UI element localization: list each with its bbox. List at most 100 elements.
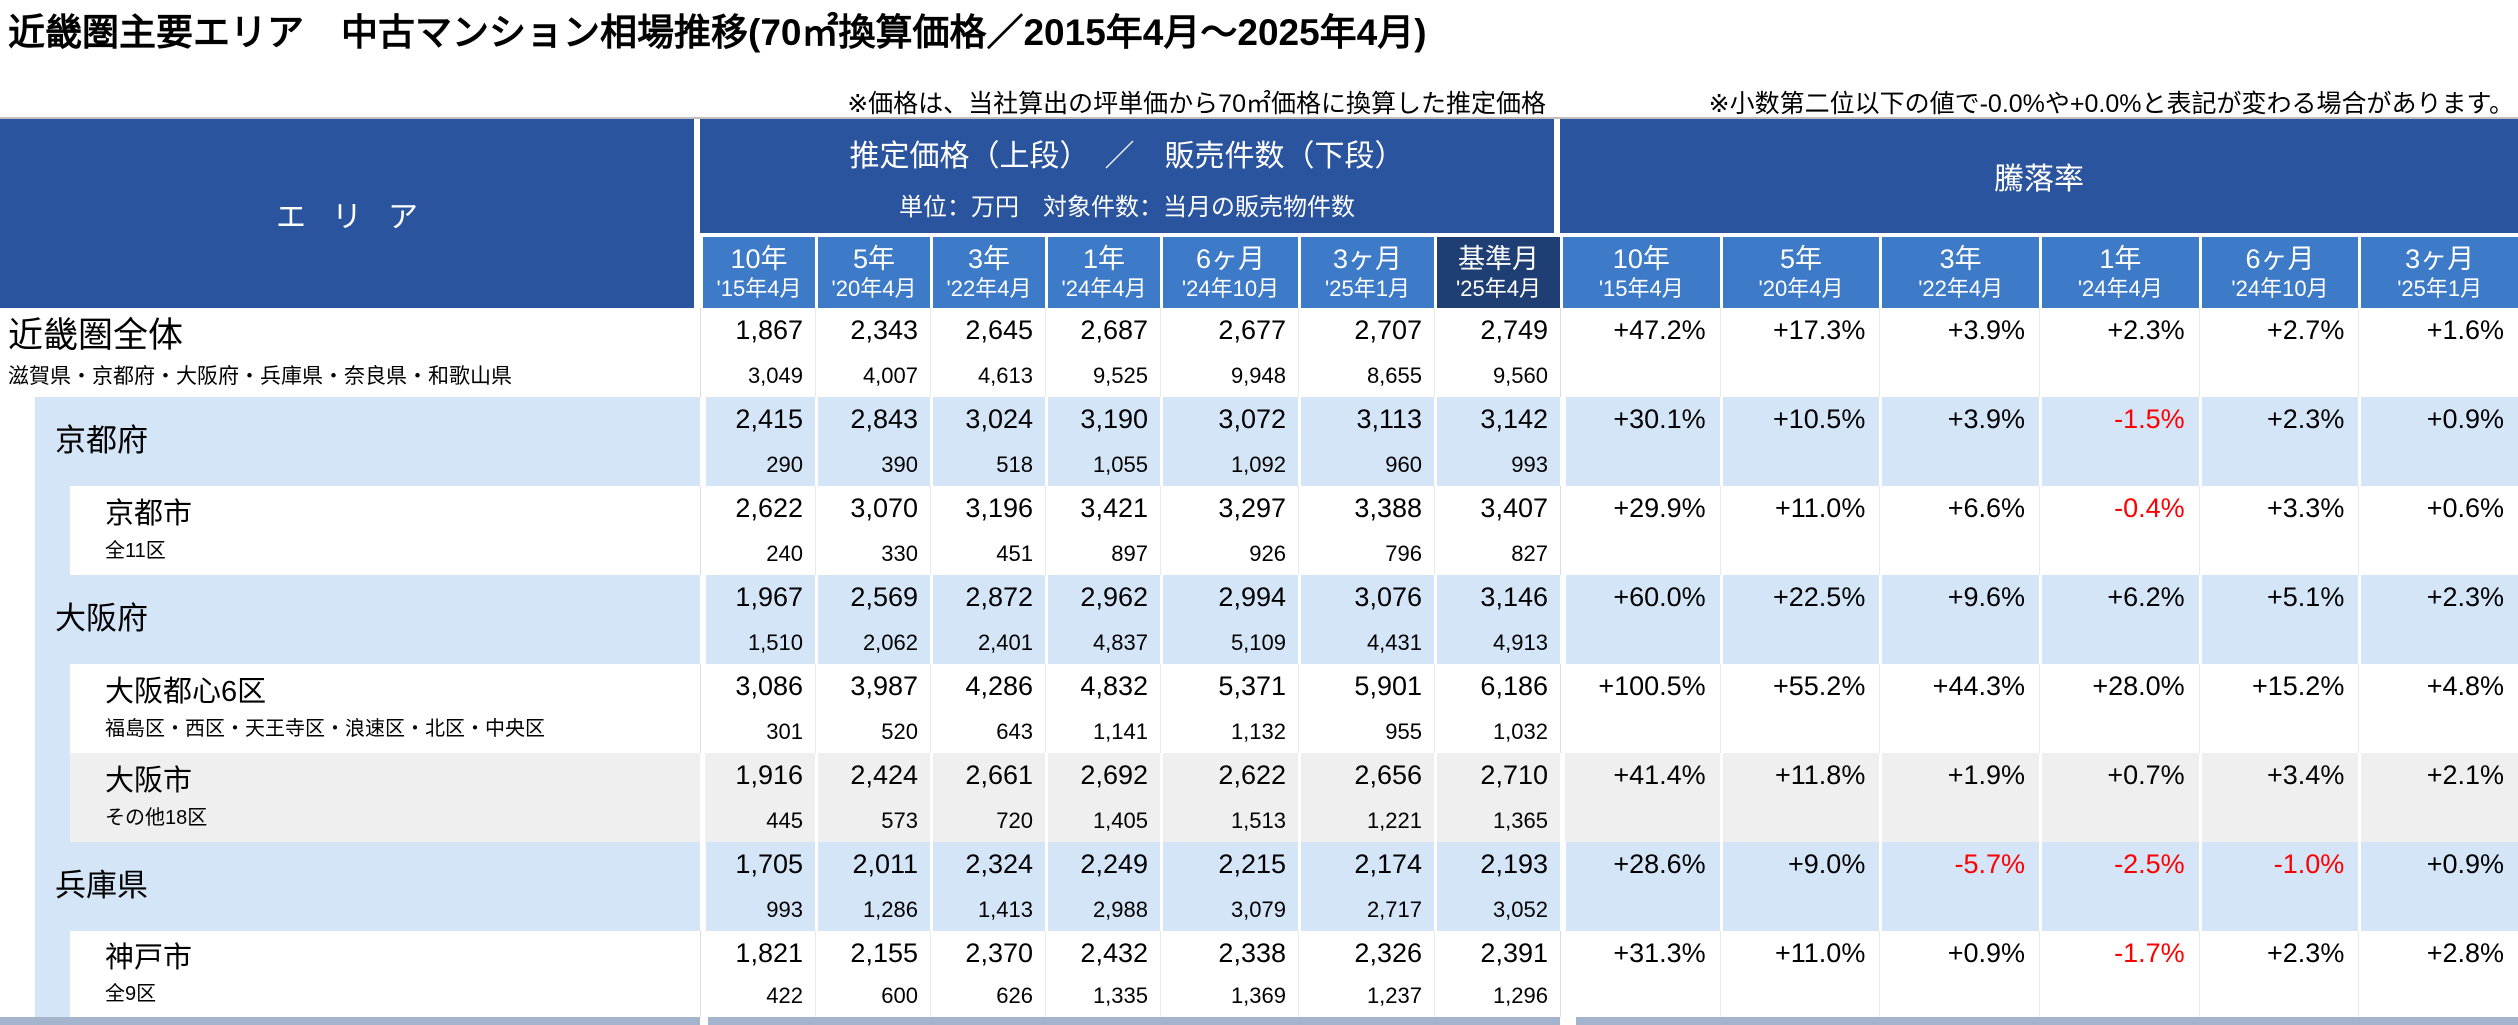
count-value: 8,655: [1366, 363, 1422, 388]
price-count-cell: 5,371 1,132: [1160, 664, 1298, 753]
cutoff-next-row-strip: [0, 1017, 2518, 1025]
count-value: 4,613: [977, 363, 1033, 388]
price-value: 2,338: [1218, 938, 1286, 968]
rate-cell: +0.9%: [1879, 931, 2039, 1017]
price-count-cell: 1,821 422: [700, 931, 815, 1017]
price-value: 3,196: [965, 493, 1033, 523]
area-label-cell: 大阪都心6区 福島区・西区・天王寺区・浪速区・北区・中央区: [70, 664, 700, 753]
col-date-label: '24年10月: [1181, 275, 1280, 301]
rate-cell: +5.1%: [2198, 575, 2359, 664]
table-row: 兵庫県 1,705 993 2,011 1,286 2,324 1,413 2,249 2,98…: [0, 842, 2518, 931]
rate-cell: +1.6%: [2358, 308, 2518, 397]
col-period-label: 5年: [1779, 243, 1822, 274]
price-count-cell: 3,388 796: [1298, 486, 1434, 575]
count-value: 422: [766, 983, 803, 1008]
count-value: 1,092: [1230, 452, 1286, 477]
rate-cell: +0.7%: [2039, 753, 2199, 842]
col-date-label: '25年1月: [1325, 275, 1410, 301]
area-name: 大阪府: [55, 601, 148, 637]
rate-cell: +2.1%: [2358, 753, 2518, 842]
price-count-cell: 2,424 573: [815, 753, 930, 842]
rate-value: +17.3%: [1773, 315, 1866, 345]
col-period-label: 10年: [730, 243, 788, 274]
rate-group-header: 騰落率: [1560, 119, 2518, 233]
price-count-cell: 3,070 330: [815, 486, 930, 575]
area-label-cell: 神戸市 全9区: [70, 931, 700, 1017]
rate-value: +6.2%: [2107, 582, 2185, 612]
rate-value: +0.7%: [2107, 760, 2185, 790]
count-value: 3,079: [1230, 897, 1286, 922]
rate-cell: +3.9%: [1879, 308, 2039, 397]
price-count-cell: 4,286 643: [930, 664, 1045, 753]
table-row: 京都市 全11区 2,622 240 3,070 330 3,196 451 3,421 897 3…: [0, 486, 2518, 575]
price-count-cell: 1,916 445: [700, 753, 815, 842]
col-date-label: '24年10月: [2231, 275, 2329, 301]
indent-strip: [0, 486, 35, 575]
price-count-cell: 2,155 600: [815, 931, 930, 1017]
page-title: 近畿圏主要エリア 中古マンション相場推移(70㎡換算価格／2015年4月～202…: [8, 12, 1427, 53]
col-period-label: 3ヶ月: [2405, 243, 2475, 274]
price-value: 2,432: [1080, 938, 1148, 968]
price-value: 3,987: [850, 671, 918, 701]
price-value: 2,707: [1354, 315, 1422, 345]
count-value: 2,401: [977, 630, 1033, 655]
col-period-label: 3ヶ月: [1332, 243, 1403, 274]
count-value: 1,286: [862, 897, 918, 922]
count-value: 290: [766, 452, 803, 477]
rate-cell: -1.5%: [2039, 397, 2199, 486]
count-value: 1,365: [1492, 808, 1548, 833]
area-sub-label: 福島区・西区・天王寺区・浪速区・北区・中央区: [105, 717, 545, 740]
rate-cell: +9.6%: [1879, 575, 2039, 664]
price-count-cell: 6,186 1,032: [1434, 664, 1560, 753]
col-date-label: '24年4月: [1061, 275, 1147, 301]
rate-cell: +2.3%: [2198, 931, 2359, 1017]
price-col-header: 1年 '24年4月: [1045, 233, 1160, 308]
price-value: 2,569: [850, 582, 918, 612]
price-value: 2,962: [1080, 582, 1148, 612]
count-value: 1,221: [1366, 808, 1422, 833]
count-value: 1,405: [1092, 808, 1148, 833]
price-count-cell: 2,326 1,237: [1298, 931, 1434, 1017]
rate-group-label: 騰落率: [1994, 163, 2084, 196]
rate-value: +0.9%: [2426, 849, 2504, 879]
area-label-cell: 京都市 全11区: [70, 486, 700, 575]
count-value: 240: [766, 541, 803, 566]
count-value: 626: [996, 983, 1033, 1008]
price-value: 2,326: [1354, 938, 1422, 968]
count-value: 1,296: [1492, 983, 1548, 1008]
price-value: 2,622: [1218, 760, 1286, 790]
rate-value: -1.7%: [2114, 938, 2185, 968]
rate-cell: +3.4%: [2198, 753, 2359, 842]
price-col-header: 基準月 '25年4月: [1434, 233, 1560, 308]
rate-col-header: 10年 '15年4月: [1560, 233, 1720, 308]
divider: [1576, 1017, 2518, 1025]
indent-strip: [35, 664, 70, 753]
price-value: 3,076: [1354, 582, 1422, 612]
rate-value: +28.0%: [2092, 671, 2185, 701]
rate-value: +9.0%: [1788, 849, 1866, 879]
area-name: 神戸市: [105, 941, 193, 974]
price-value: 3,297: [1218, 493, 1286, 523]
price-value: 3,070: [850, 493, 918, 523]
area-sub-label: その他18区: [105, 806, 208, 829]
rate-value: -5.7%: [1954, 849, 2025, 879]
price-col-header: 5年 '20年4月: [815, 233, 930, 308]
indent-strip: [0, 664, 35, 753]
count-value: 9,560: [1492, 363, 1548, 388]
area-label-cell: 大阪市その他18区: [70, 753, 700, 842]
rate-col-header: 6ヶ月 '24年10月: [2198, 233, 2359, 308]
price-value: 2,424: [850, 760, 918, 790]
price-count-cell: 2,749 9,560: [1434, 308, 1560, 397]
price-count-cell: 3,297 926: [1160, 486, 1298, 575]
price-count-cell: 5,901 955: [1298, 664, 1434, 753]
rate-value: +2.8%: [2426, 938, 2504, 968]
rate-cell: +10.5%: [1719, 397, 1880, 486]
area-name: 大阪市: [105, 765, 193, 798]
price-value: 2,710: [1480, 760, 1548, 790]
divider: [700, 1017, 708, 1025]
col-date-label: '25年1月: [2397, 275, 2483, 301]
count-value: 2,988: [1092, 897, 1148, 922]
price-count-cell: 2,174 2,717: [1298, 842, 1434, 931]
count-value: 330: [881, 541, 918, 566]
price-value: 2,215: [1218, 849, 1286, 879]
